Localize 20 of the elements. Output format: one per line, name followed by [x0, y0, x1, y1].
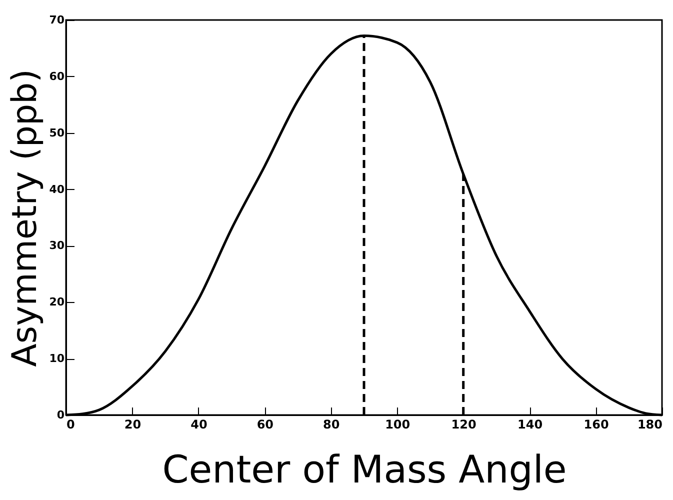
x-tick-label: 160 — [584, 418, 609, 432]
x-tick-label: 60 — [256, 418, 274, 432]
y-tick-label: 60 — [49, 70, 65, 83]
y-tick-label: 20 — [49, 296, 65, 309]
y-tick-label: 10 — [49, 352, 65, 366]
x-axis-title: Center of Mass Angle — [162, 448, 567, 492]
y-tick-label: 70 — [49, 14, 65, 26]
y-tick-label: 40 — [49, 182, 65, 196]
x-tick-label: 140 — [518, 418, 543, 432]
y-tick-label: 50 — [49, 126, 65, 140]
x-tick-label: 180 — [637, 418, 662, 432]
y-tick-label: 30 — [49, 239, 65, 252]
y-tick-label: 0 — [56, 408, 65, 422]
x-tick-label: 0 — [66, 418, 75, 432]
x-tick-label: 20 — [124, 418, 142, 432]
y-axis-title: Asymmetry (ppb) — [5, 69, 46, 367]
x-tick-label: 40 — [190, 418, 208, 432]
x-tick-label: 100 — [385, 418, 410, 432]
x-tick-label: 120 — [451, 418, 476, 432]
x-tick-label: 80 — [323, 418, 340, 432]
